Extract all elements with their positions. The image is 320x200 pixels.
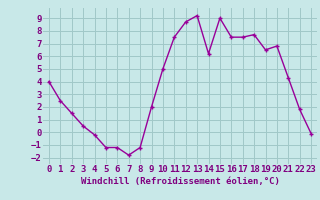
X-axis label: Windchill (Refroidissement éolien,°C): Windchill (Refroidissement éolien,°C)	[81, 177, 279, 186]
